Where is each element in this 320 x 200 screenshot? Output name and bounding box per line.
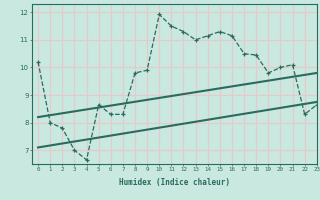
- X-axis label: Humidex (Indice chaleur): Humidex (Indice chaleur): [119, 178, 230, 187]
